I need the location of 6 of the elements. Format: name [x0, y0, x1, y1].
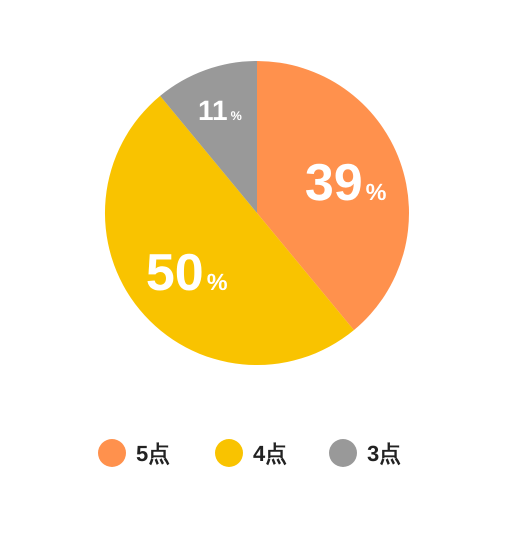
data-label: 50% [146, 244, 228, 302]
legend-label: 3点 [367, 441, 402, 466]
legend-label: 5点 [136, 441, 170, 466]
legend-label: 4点 [253, 441, 288, 466]
data-label: 11% [198, 95, 242, 126]
data-label: 39% [304, 154, 387, 212]
